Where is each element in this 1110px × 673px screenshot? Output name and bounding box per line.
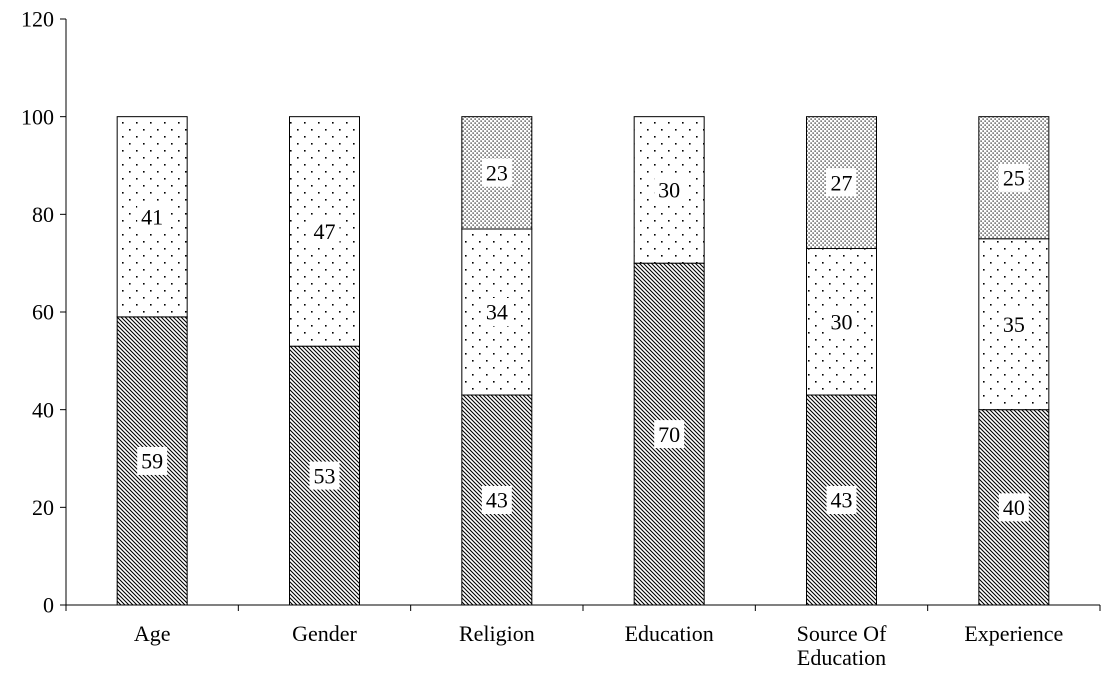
data-label: 23 [486,161,508,186]
data-label: 40 [1003,495,1025,520]
y-tick-label: 100 [21,104,54,129]
y-tick-label: 0 [43,593,54,618]
y-tick-label: 80 [32,202,54,227]
data-label: 70 [658,422,680,447]
data-label: 41 [141,204,163,229]
x-tick-label: Age [134,621,171,646]
data-label: 59 [141,449,163,474]
data-label-bg [998,310,1029,339]
x-tick-label: Education [625,621,714,646]
data-label-bg [654,420,685,449]
x-tick-label: Source Of Education [797,621,887,670]
data-label-bg [137,202,168,231]
data-label: 25 [1003,165,1025,190]
data-label-bg [481,486,512,515]
axes-layer: 0 20 40 60 80 100 120 Age Gender Religion Educatio… [21,7,1101,670]
x-tick-label: Experience [964,621,1063,646]
data-label-bg [826,307,857,336]
data-label: 27 [831,170,853,195]
data-label: 35 [1003,312,1025,337]
data-label: 53 [314,463,336,488]
x-tick-label: Religion [459,621,535,646]
x-tick-label: Gender [292,621,357,646]
data-label: 43 [486,488,508,513]
data-label-bg [998,163,1029,192]
data-label-bg [481,158,512,187]
y-tick-label: 20 [32,495,54,520]
data-label-bg [481,298,512,326]
y-tick-label: 120 [21,7,54,32]
data-label: 30 [831,309,853,334]
data-label-bg [654,175,685,204]
data-label: 30 [658,178,680,203]
y-tick-label: 60 [32,300,54,325]
data-label-bg [826,486,857,515]
data-label: 34 [486,300,508,325]
data-label-bg [826,168,857,197]
data-label: 43 [831,488,853,513]
data-label-bg [309,461,340,490]
y-tick-label: 40 [32,397,54,422]
data-label: 47 [314,219,336,244]
data-label-bg [998,493,1029,522]
bars-layer: 59 41 53 47 43 34 23 70 30 43 30 27 40 35 25 [116,116,1050,606]
data-label-bg [309,217,340,246]
data-label-bg [137,446,168,475]
